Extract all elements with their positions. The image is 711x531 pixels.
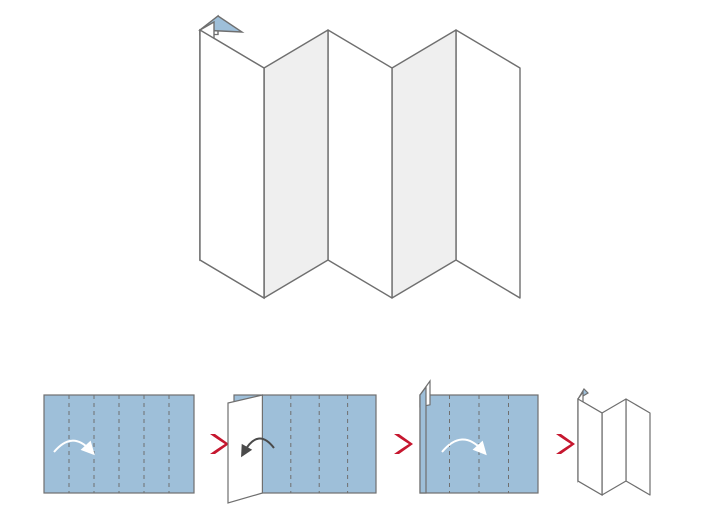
fold-diagram <box>0 0 711 531</box>
chevron-3 <box>556 434 575 454</box>
step-4 <box>578 389 650 495</box>
step-3 <box>420 381 538 493</box>
step-2 <box>228 395 376 503</box>
chevron-2 <box>394 434 413 454</box>
chevron-1 <box>210 434 229 454</box>
main-accordion <box>200 16 520 298</box>
step-1 <box>44 395 194 493</box>
